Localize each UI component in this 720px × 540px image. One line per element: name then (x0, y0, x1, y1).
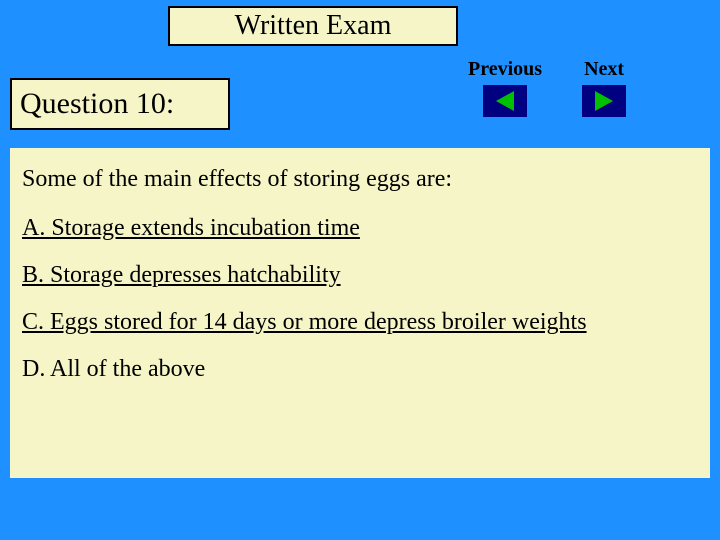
exam-title-box: Written Exam (168, 6, 458, 46)
nav-previous-label: Previous (468, 58, 542, 81)
question-content-box: Some of the main effects of storing eggs… (10, 148, 710, 478)
arrow-left-icon (496, 91, 514, 111)
nav-next-label: Next (584, 58, 624, 81)
question-number-label: Question 10: (20, 87, 174, 121)
arrow-right-icon (595, 91, 613, 111)
answer-option-a[interactable]: A. Storage extends incubation time (22, 215, 698, 242)
next-button[interactable] (582, 85, 626, 117)
question-prompt: Some of the main effects of storing eggs… (22, 166, 698, 193)
answer-option-d[interactable]: D. All of the above (22, 356, 698, 383)
answer-option-c[interactable]: C. Eggs stored for 14 days or more depre… (22, 309, 698, 336)
exam-title: Written Exam (235, 10, 392, 42)
answer-option-b[interactable]: B. Storage depresses hatchability (22, 262, 698, 289)
nav-previous: Previous (468, 58, 542, 117)
question-number-box: Question 10: (10, 78, 230, 130)
nav-next: Next (582, 58, 626, 117)
previous-button[interactable] (483, 85, 527, 117)
nav-container: Previous Next (468, 58, 626, 117)
